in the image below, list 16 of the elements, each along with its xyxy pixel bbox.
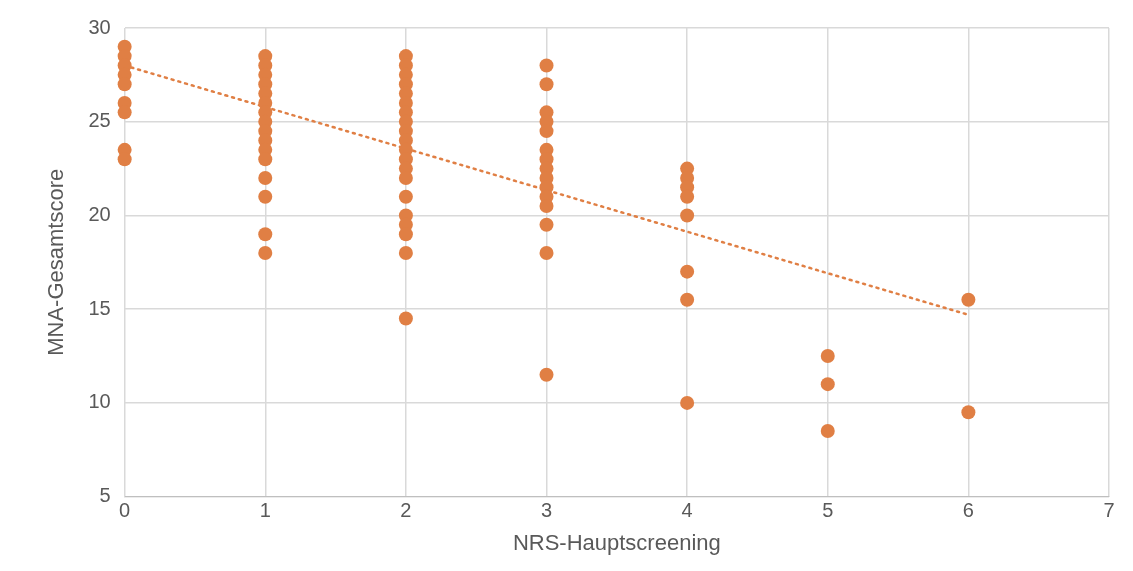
x-tick-label: 0 [119, 499, 131, 522]
x-tick-label: 2 [400, 499, 412, 522]
y-tick-label: 25 [88, 109, 111, 132]
y-tick-label: 20 [88, 202, 111, 225]
y-tick-label: 10 [88, 390, 111, 413]
x-tick-label: 5 [822, 499, 834, 522]
y-tick-label: 5 [99, 484, 111, 507]
x-tick-label: 4 [681, 499, 693, 522]
x-tick-label: 7 [1103, 499, 1115, 522]
x-axis-title: NRS-Hauptscreening [512, 529, 721, 555]
y-tick-label: 30 [88, 15, 111, 38]
y-axis-title: MNA-Gesamtscore [43, 168, 69, 356]
x-tick-label: 3 [540, 499, 553, 522]
y-tick-label: 15 [88, 296, 111, 319]
x-tick-label: 6 [962, 499, 974, 522]
x-tick-label: 1 [259, 499, 271, 522]
